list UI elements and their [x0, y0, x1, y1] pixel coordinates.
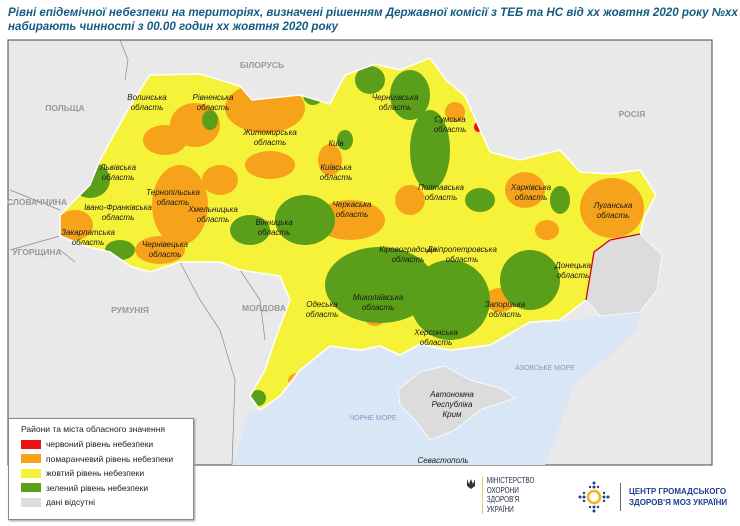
region-label-zaporizhzhia: Запорізька область [485, 300, 526, 319]
legend-swatch [21, 439, 41, 449]
legend-swatch [21, 497, 41, 507]
public-health-center-logo: ЦЕНТР ГРОМАДСЬКОГО ЗДОРОВ'Я МОЗ УКРАЇНИ [576, 479, 727, 515]
region-label-ivano: Івано-Франківська область [84, 203, 152, 222]
legend-swatch [21, 483, 41, 493]
region-label-zakarpattia: Закарпатська область [61, 228, 115, 247]
legend-item: зелений рівень небезпеки [21, 481, 193, 496]
label-romania: РУМУНІЯ [111, 305, 149, 315]
legend-heading: Райони та міста обласного значення [21, 424, 166, 434]
label-sevastopol: Севастополь [417, 456, 468, 465]
legend-label: помаранчевий рівень небезпеки [46, 453, 174, 464]
region-labels: Волинська область Рівненська область Житомир… [61, 93, 633, 465]
legend: Райони та міста обласного значення черво… [8, 418, 194, 520]
region-label-ternopil: Тернопільська область [146, 188, 200, 207]
label-belarus: БІЛОРУСЬ [240, 60, 284, 70]
region-label-kirovohrad: Кіровоградська область [379, 245, 437, 264]
region-label-vinnytsia: Вінницька область [255, 218, 293, 237]
region-label-crimea: Автономна Республіка Крим [429, 390, 474, 419]
label-kyiv_city: Київ [328, 139, 343, 148]
legend-label: жовтий рівень небезпеки [46, 468, 145, 479]
region-label-kharkiv: Харківська область [510, 183, 552, 202]
legend-item: жовтий рівень небезпеки [21, 466, 193, 481]
legend-item: помаранчевий рівень небезпеки [21, 452, 193, 467]
region-label-kyiv: Київська область [320, 163, 353, 182]
label-azov-sea: АЗОВСЬКЕ МОРЕ [515, 365, 575, 372]
legend-label: зелений рівень небезпеки [46, 482, 149, 493]
region-label-luhansk: Луганська область [593, 201, 633, 220]
region-label-dnipro: Дніпропетровська область [426, 245, 497, 264]
label-slovakia: СЛОВАЧЧИНА [7, 197, 67, 207]
ukraine-epidemic-map: БІЛОРУСЬ ПОЛЬЩА РОСІЯ СЛОВАЧЧИНА УГОРЩИН… [7, 39, 713, 466]
label-hungary: УГОРЩИНА [12, 247, 61, 257]
region-label-mykolaiv: Миколаївська область [353, 293, 404, 312]
region-label-volyn: Волинська область [127, 93, 167, 112]
legend-item: дані відсутні [21, 495, 193, 510]
legend-item: червоний рівень небезпеки [21, 437, 193, 452]
region-label-rivne: Рівненська область [193, 93, 235, 112]
region-label-sumy: Сумська область [434, 115, 467, 134]
contact-line [585, 233, 641, 301]
label-black-sea: ЧОРНЕ МОРЕ [349, 415, 396, 422]
trident-icon [467, 479, 475, 489]
crimea [397, 365, 516, 441]
legend-label: червоний рівень небезпеки [46, 439, 154, 450]
region-label-chernihiv: Чернігівська область [372, 93, 419, 112]
state-borders [9, 39, 266, 466]
label-moldova: МОЛДОВА [242, 303, 286, 313]
label-russia: РОСІЯ [619, 109, 646, 119]
legend-swatch [21, 468, 41, 478]
region-label-zhytomyr: Житомирська область [242, 128, 297, 147]
map-title: Рівні епідемічної небезпеки на територія… [8, 6, 738, 33]
label-poland: ПОЛЬЩА [45, 103, 84, 113]
region-label-poltava: Полтавська область [418, 183, 465, 202]
ministry-logo: МІНІСТЕРСТВО ОХОРОНИ ЗДОРОВ'Я УКРАЇНИ [466, 476, 548, 514]
legend-swatch [21, 454, 41, 464]
region-label-lviv: Львівська область [99, 163, 137, 182]
region-label-donetsk: Донецька область [554, 261, 591, 280]
region-label-khmelnytskyi: Хмельницька область [187, 205, 238, 224]
region-label-kherson: Херсонська область [413, 328, 458, 347]
legend-label: дані відсутні [46, 497, 95, 508]
region-label-cherkasy: Черкаська область [333, 200, 372, 219]
phc-emblem-icon [578, 481, 610, 513]
region-label-odesa: Одеська область [306, 300, 339, 319]
region-label-chernivtsi: Чернівецька область [142, 240, 188, 259]
